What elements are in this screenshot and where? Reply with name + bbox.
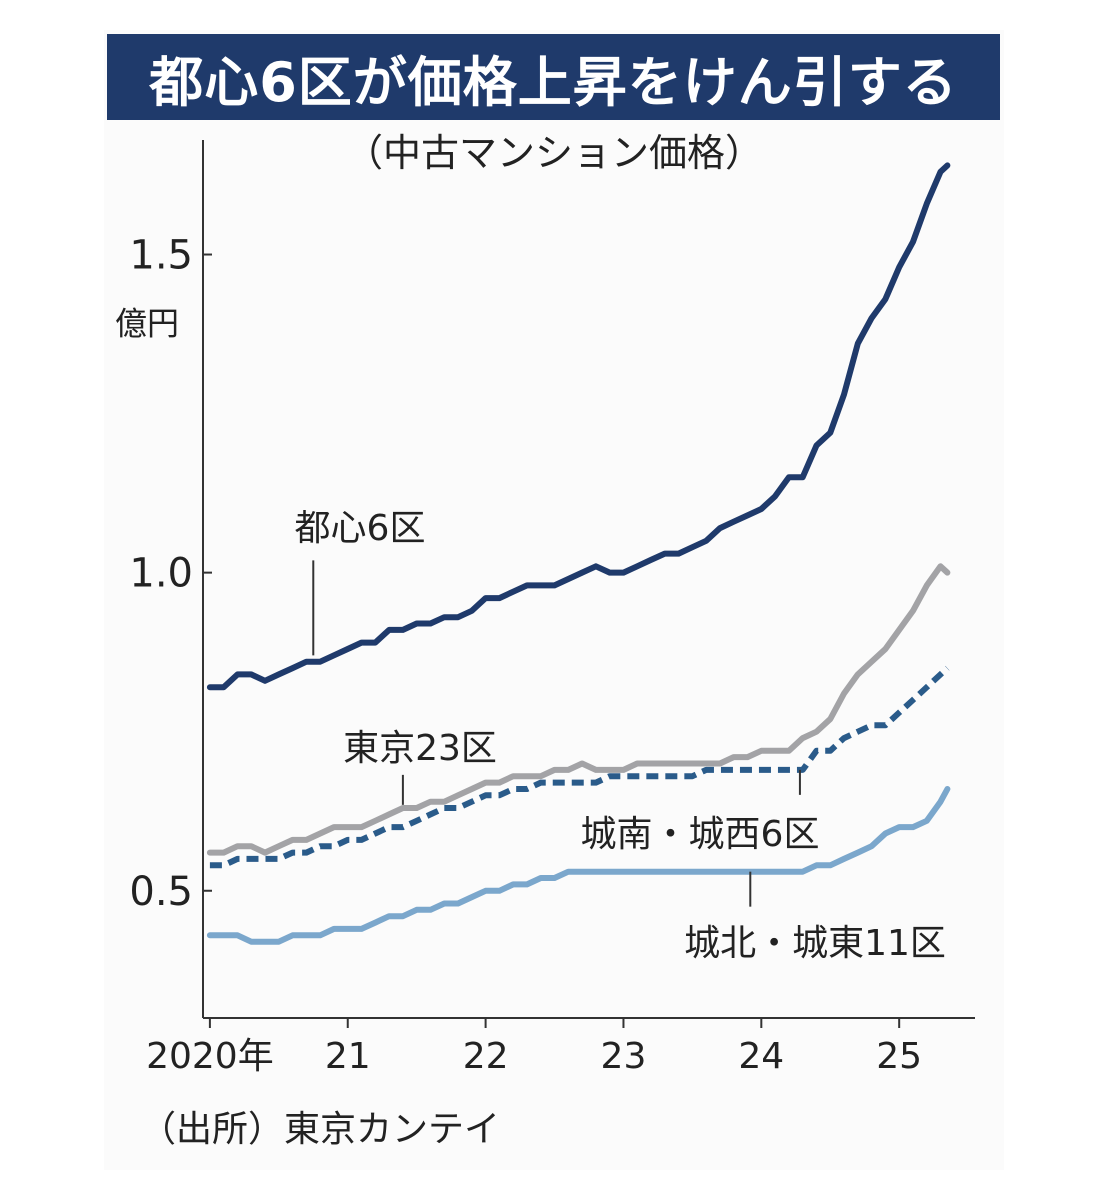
series-label: 城北・城東11区 — [684, 923, 946, 964]
chart-title: 都心6区が価格上昇をけん引する — [149, 50, 958, 114]
series-line — [206, 162, 951, 691]
x-tick-label: 23 — [601, 1036, 647, 1077]
series-line — [206, 563, 951, 856]
chart-background — [104, 30, 1004, 1170]
series-label: 東京23区 — [343, 728, 497, 769]
series-label: 城南・城西6区 — [581, 814, 820, 855]
title-bar: 都心6区が価格上昇をけん引する — [107, 34, 1000, 120]
series-line — [206, 786, 951, 945]
y-axis-unit-label: 億円 — [115, 305, 179, 343]
y-tick-label: 0.5 — [129, 869, 193, 915]
x-tick-label: 2020年 — [146, 1036, 274, 1077]
x-tick-label: 25 — [876, 1036, 922, 1077]
y-tick-label: 1.0 — [129, 551, 193, 597]
y-tick-label: 1.5 — [129, 233, 193, 279]
series-label: 都心6区 — [295, 508, 426, 549]
source-note: （出所）東京カンテイ — [140, 1109, 501, 1150]
x-tick-label: 21 — [325, 1036, 371, 1077]
chart-subtitle: （中古マンション価格） — [344, 131, 763, 175]
x-tick-label: 22 — [463, 1036, 509, 1077]
series-line — [209, 665, 950, 869]
x-tick-label: 24 — [738, 1036, 784, 1077]
